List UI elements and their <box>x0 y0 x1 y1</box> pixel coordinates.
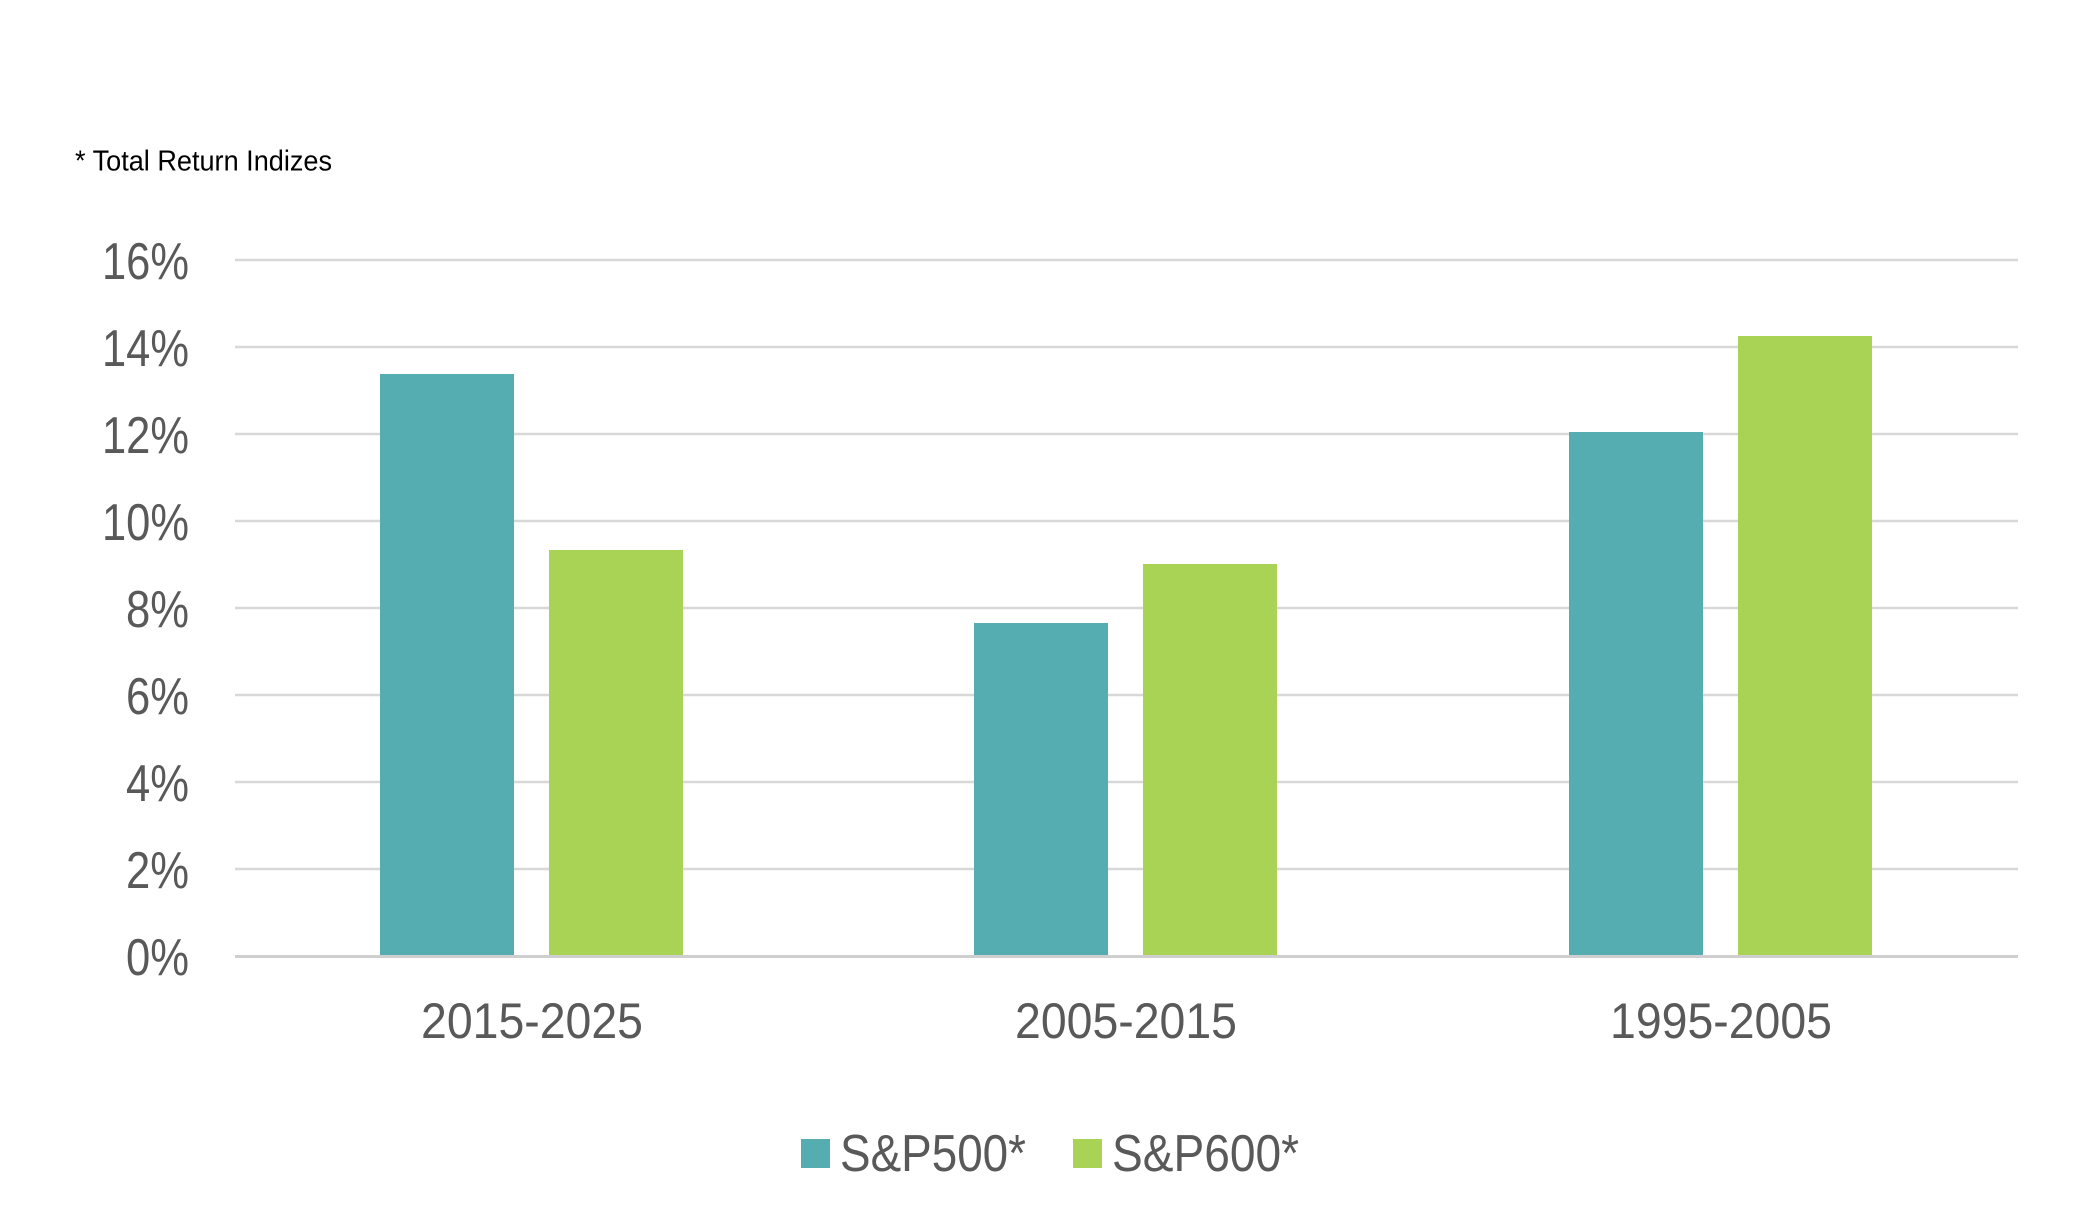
svg-text:10%: 10% <box>102 494 189 552</box>
svg-text:1995-2005: 1995-2005 <box>1610 993 1832 1049</box>
svg-text:8%: 8% <box>126 581 189 639</box>
svg-text:14%: 14% <box>102 320 189 378</box>
svg-text:2015-2025: 2015-2025 <box>421 993 643 1049</box>
svg-text:* Total Return Indizes: * Total Return Indizes <box>75 146 332 178</box>
svg-text:16%: 16% <box>102 233 189 291</box>
svg-text:2%: 2% <box>126 842 189 900</box>
svg-text:12%: 12% <box>102 407 189 465</box>
svg-text:S&P600*: S&P600* <box>1112 1125 1299 1183</box>
svg-text:S&P500*: S&P500* <box>840 1125 1026 1183</box>
svg-text:2005-2015: 2005-2015 <box>1015 993 1237 1049</box>
svg-text:4%: 4% <box>126 755 189 813</box>
svg-text:0%: 0% <box>126 929 189 987</box>
svg-text:6%: 6% <box>126 668 189 726</box>
